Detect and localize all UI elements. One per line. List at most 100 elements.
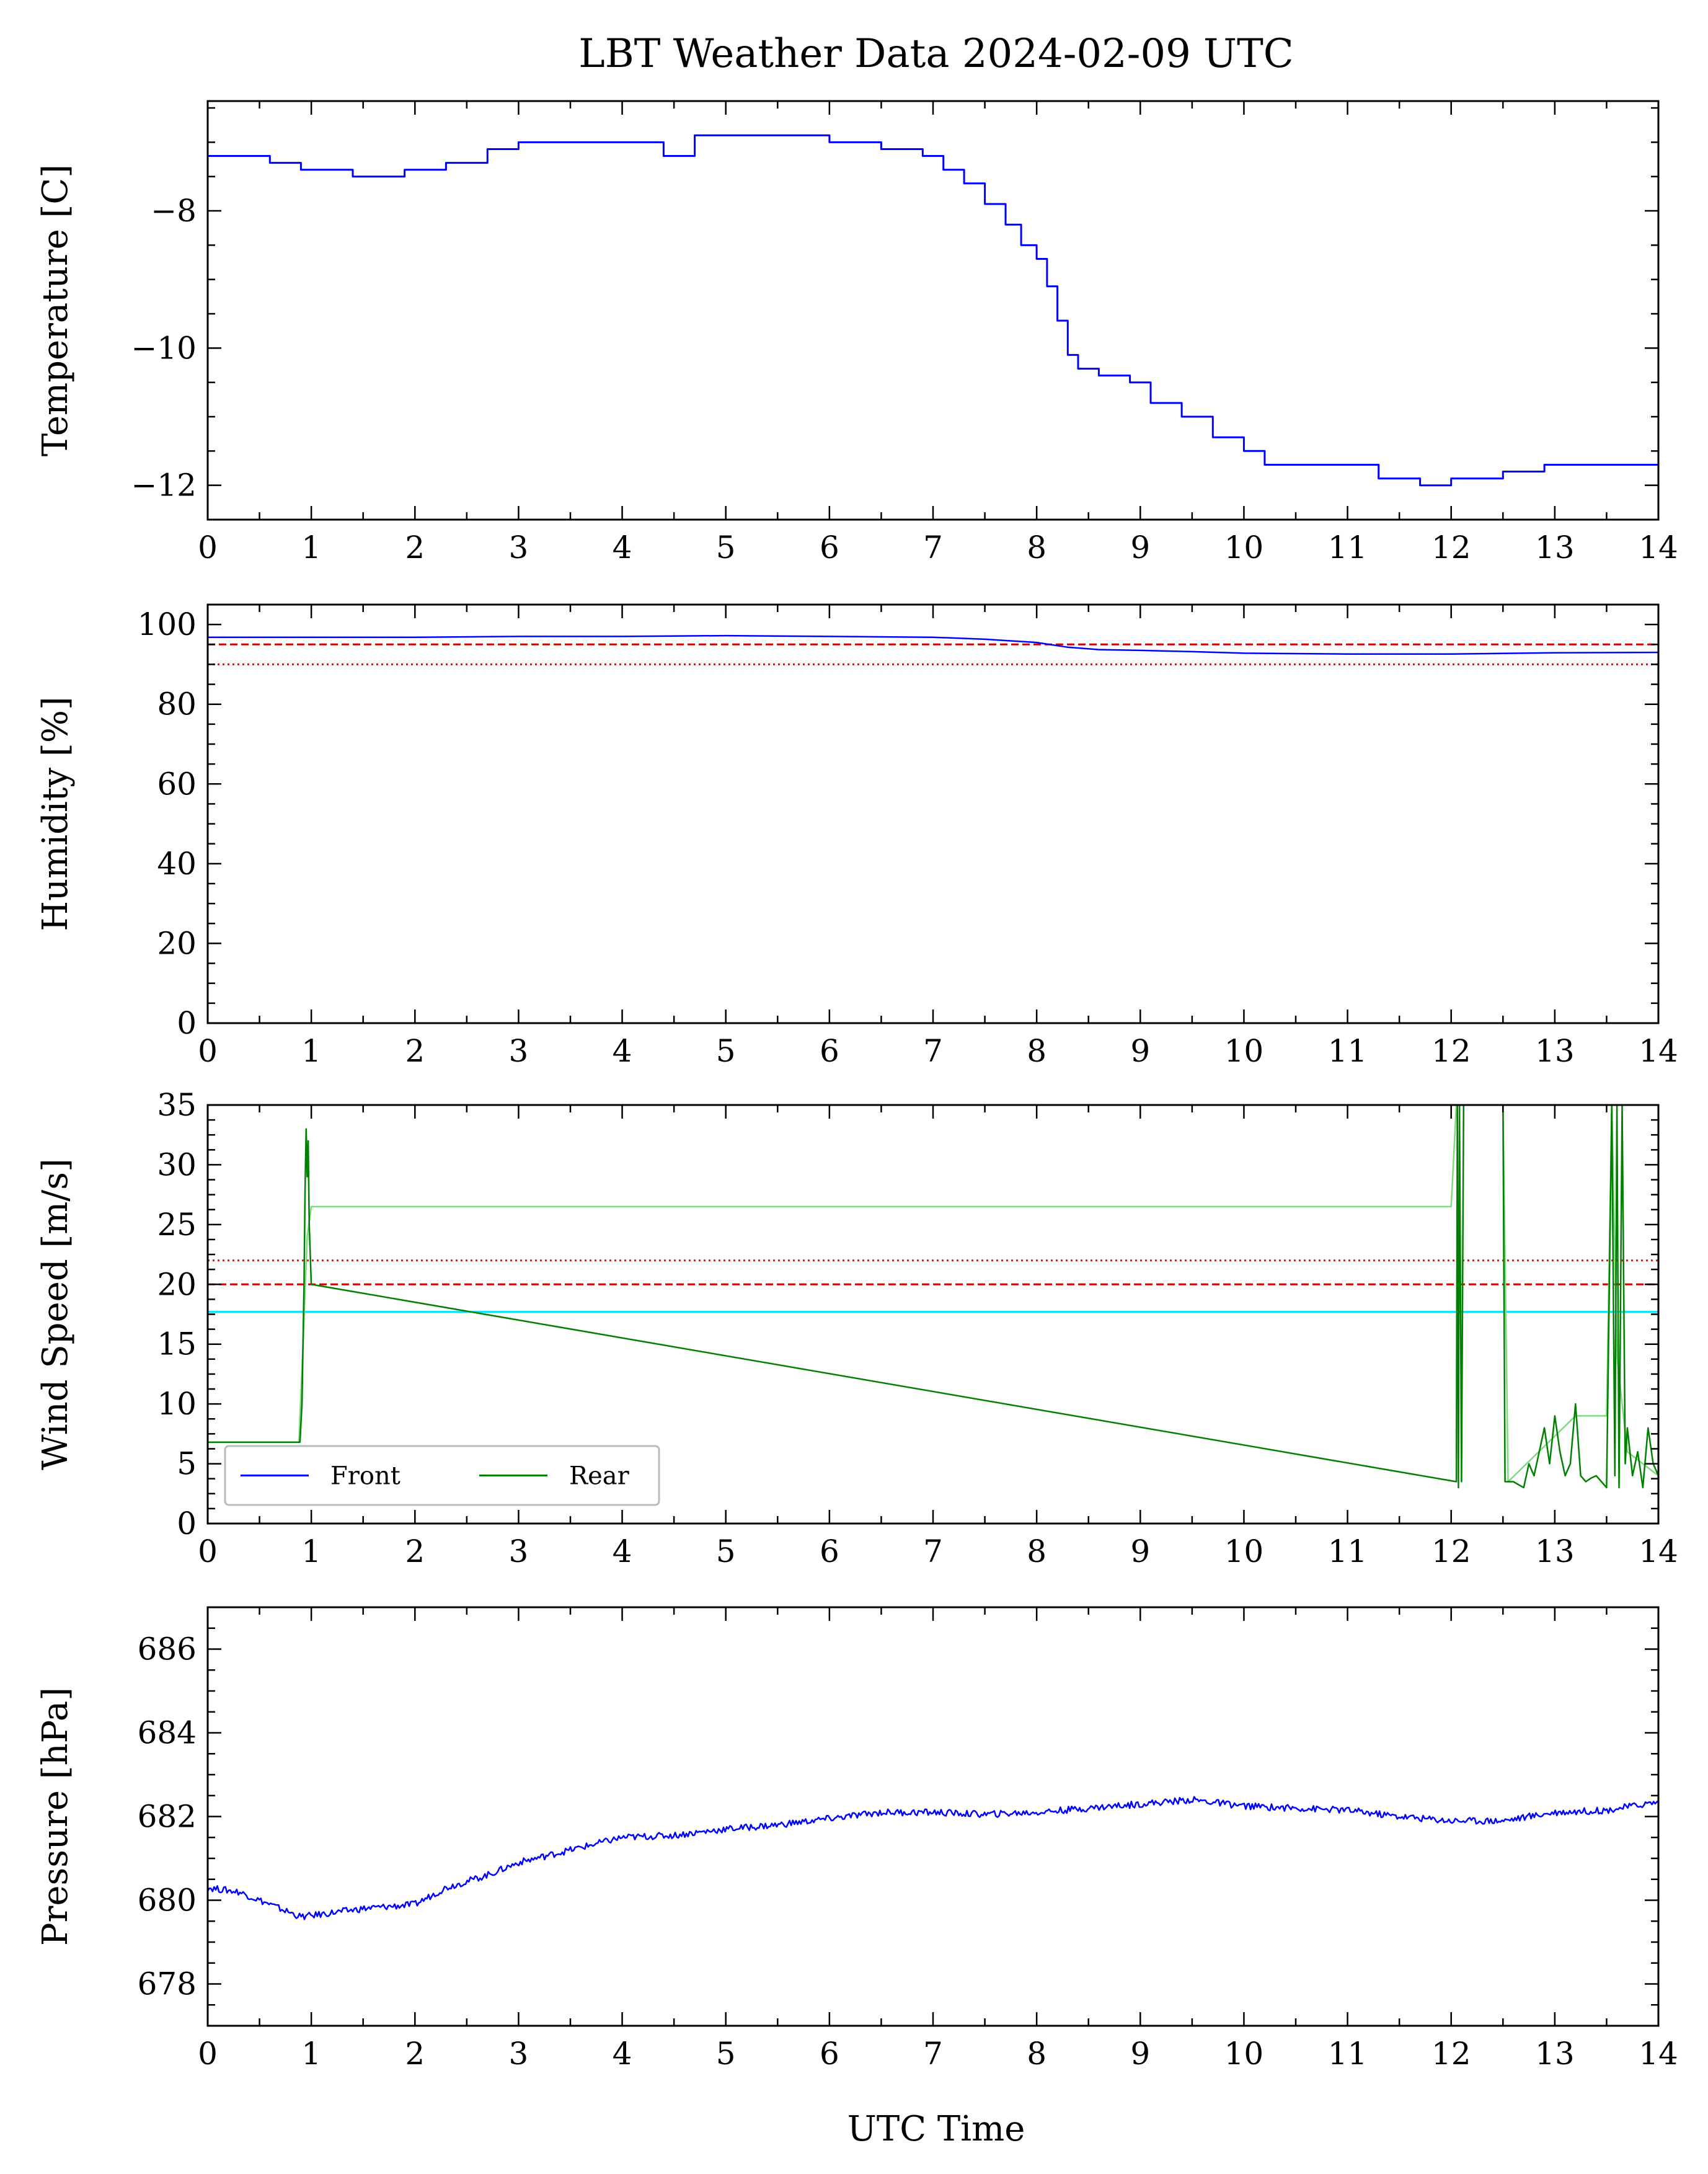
plot-frame — [206, 603, 1660, 1024]
y-tick-label: 40 — [157, 846, 197, 882]
x-tick-label: 0 — [198, 1533, 218, 1569]
y-tick-label: 20 — [157, 925, 197, 961]
x-tick-label: 1 — [301, 2036, 321, 2072]
x-tick-label: 12 — [1431, 1033, 1471, 1069]
y-tick-label: 25 — [157, 1207, 197, 1243]
x-tick-label: 8 — [1027, 1033, 1046, 1069]
x-tick-label: 14 — [1639, 1033, 1678, 1069]
x-tick-label: 10 — [1224, 2036, 1264, 2072]
plot-area — [208, 1105, 1658, 1489]
y-tick-label: 0 — [177, 1506, 197, 1542]
plot-area — [208, 634, 1658, 665]
x-tick-label: 9 — [1130, 530, 1150, 566]
x-tick-label: 7 — [923, 530, 943, 566]
y-axis-label: Temperature [C] — [35, 164, 76, 456]
plot-area — [208, 1796, 1658, 1920]
x-tick-label: 2 — [405, 530, 425, 566]
x-tick-label: 14 — [1639, 530, 1678, 566]
x-tick-label: 13 — [1535, 2036, 1575, 2072]
y-tick-label: 60 — [157, 766, 197, 802]
x-tick-label: 4 — [613, 1033, 632, 1069]
x-tick-label: 0 — [198, 1033, 218, 1069]
x-tick-label: 13 — [1535, 530, 1575, 566]
y-axis-label: Pressure [hPa] — [35, 1687, 76, 1946]
plot-frame — [206, 100, 1660, 521]
figure-title: LBT Weather Data 2024-02-09 UTC — [578, 31, 1294, 77]
x-tick-label: 13 — [1535, 1533, 1575, 1569]
y-tick-label: 686 — [138, 1631, 197, 1667]
x-tick-label: 6 — [820, 530, 839, 566]
x-tick-label: 10 — [1224, 530, 1264, 566]
y-tick-label: 5 — [177, 1446, 197, 1482]
series-line-temperature-0 — [208, 134, 1658, 487]
x-tick-label: 5 — [716, 2036, 736, 2072]
x-tick-label: 6 — [820, 2036, 839, 2072]
y-axis-label: Wind Speed [m/s] — [35, 1158, 76, 1470]
x-tick-label: 3 — [509, 530, 529, 566]
y-tick-label: 100 — [138, 606, 197, 642]
x-tick-label: 1 — [301, 1533, 321, 1569]
panel-pressure: 0 1 2 3 4 5 6 7 8 9 10 11 12 13 14678680682684686Press… — [35, 1606, 1678, 2072]
x-tick-label: 3 — [509, 2036, 529, 2072]
x-tick-label: 9 — [1130, 1033, 1150, 1069]
x-tick-label: 2 — [405, 1033, 425, 1069]
series-line-wind-1 — [208, 1105, 1658, 1489]
x-tick-label: 14 — [1639, 2036, 1678, 2072]
y-tick-label: 680 — [138, 1883, 197, 1919]
series-line-wind-0 — [208, 1105, 1658, 1483]
x-tick-label: 9 — [1130, 2036, 1150, 2072]
x-tick-label: 13 — [1535, 1033, 1575, 1069]
legend-label-front: Front — [330, 1462, 400, 1491]
x-tick-label: 5 — [716, 1533, 736, 1569]
panels: 0 1 2 3 4 5 6 7 8 9 10 11 12 13 14−8−10−12Temperature … — [35, 100, 1678, 2072]
x-tick-label: 8 — [1027, 2036, 1046, 2072]
x-tick-label: 4 — [613, 530, 632, 566]
x-tick-label: 12 — [1431, 2036, 1471, 2072]
y-tick-label: 684 — [138, 1715, 197, 1751]
y-tick-label: 15 — [157, 1326, 197, 1362]
x-tick-label: 7 — [923, 2036, 943, 2072]
x-tick-label: 9 — [1130, 1533, 1150, 1569]
y-tick-label: 80 — [157, 686, 197, 722]
plot-frame — [206, 1606, 1660, 2027]
x-tick-label: 10 — [1224, 1533, 1264, 1569]
x-tick-label: 3 — [509, 1533, 529, 1569]
x-tick-label: 7 — [923, 1533, 943, 1569]
x-tick-label: 8 — [1027, 530, 1046, 566]
x-tick-label: 11 — [1328, 530, 1368, 566]
panel-temperature: 0 1 2 3 4 5 6 7 8 9 10 11 12 13 14−8−10−12Temperature … — [35, 100, 1678, 566]
y-tick-label: 678 — [138, 1966, 197, 2002]
x-tick-label: 6 — [820, 1533, 839, 1569]
x-tick-label: 0 — [198, 2036, 218, 2072]
x-tick-label: 14 — [1639, 1533, 1678, 1569]
y-tick-label: 35 — [157, 1087, 197, 1123]
y-tick-label: −8 — [151, 193, 197, 229]
y-tick-label: 682 — [138, 1799, 197, 1835]
x-tick-label: 2 — [405, 1533, 425, 1569]
y-tick-label: −12 — [131, 468, 197, 504]
legend-label-rear: Rear — [569, 1462, 630, 1491]
x-axis-label: UTC Time — [847, 2109, 1025, 2149]
x-tick-label: 12 — [1431, 1533, 1471, 1569]
x-tick-label: 11 — [1328, 2036, 1368, 2072]
x-tick-label: 5 — [716, 1033, 736, 1069]
x-tick-label: 10 — [1224, 1033, 1264, 1069]
legend: Front Rear — [224, 1445, 660, 1506]
x-tick-label: 2 — [405, 2036, 425, 2072]
y-axis-label: Humidity [%] — [35, 696, 76, 931]
y-tick-label: 30 — [157, 1147, 197, 1182]
x-tick-label: 1 — [301, 1033, 321, 1069]
x-tick-label: 4 — [613, 2036, 632, 2072]
y-tick-label: 10 — [157, 1386, 197, 1422]
y-tick-label: 0 — [177, 1005, 197, 1041]
plot-area — [208, 134, 1658, 487]
x-tick-label: 12 — [1431, 530, 1471, 566]
x-tick-label: 4 — [613, 1533, 632, 1569]
x-tick-label: 1 — [301, 530, 321, 566]
x-tick-label: 11 — [1328, 1033, 1368, 1069]
x-tick-label: 3 — [509, 1033, 529, 1069]
y-tick-label: 20 — [157, 1266, 197, 1302]
x-tick-label: 8 — [1027, 1533, 1046, 1569]
